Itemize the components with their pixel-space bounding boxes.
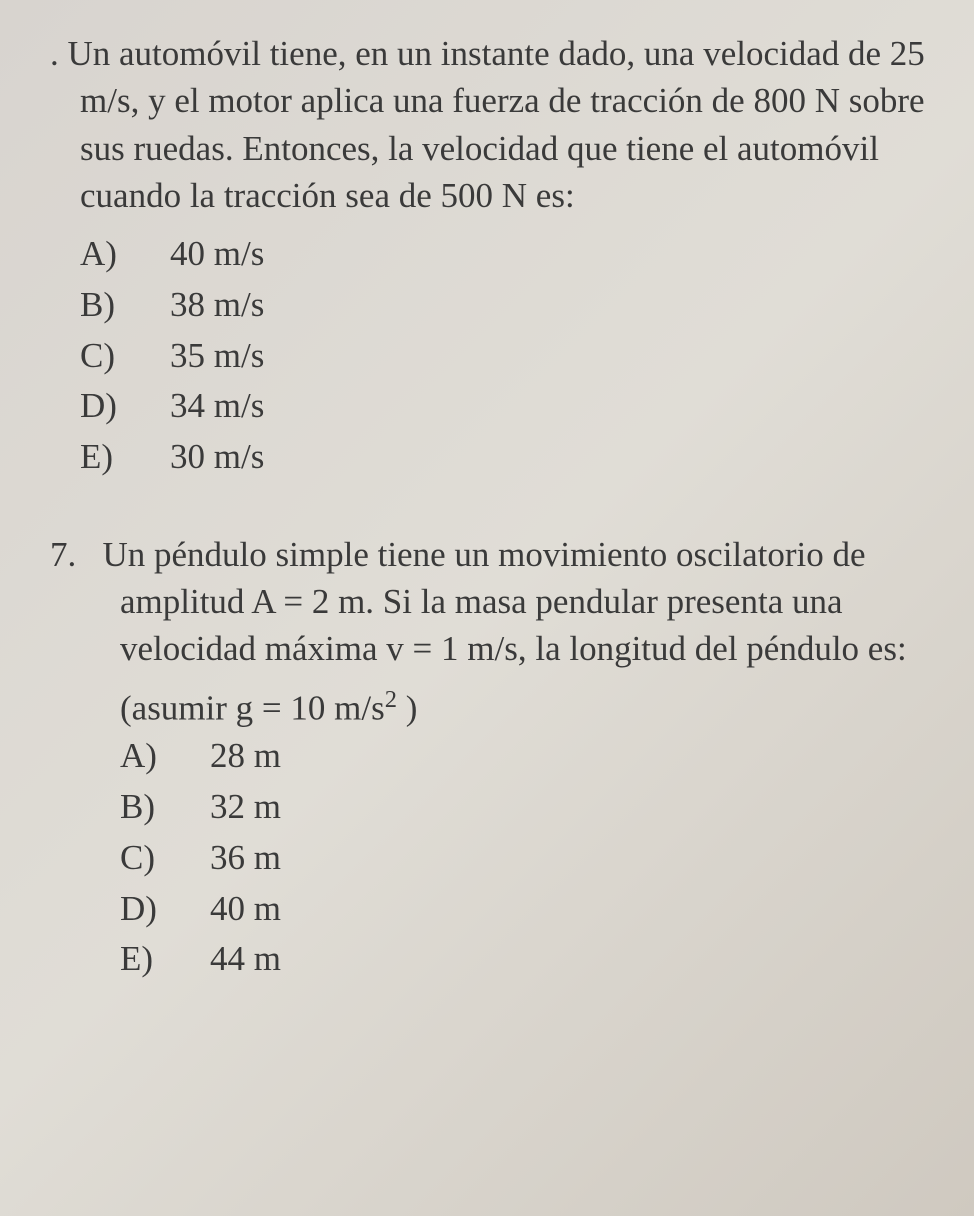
assume-exponent: 2 bbox=[385, 686, 397, 713]
option-letter: A) bbox=[80, 229, 170, 280]
option-row: D) 40 m bbox=[120, 884, 934, 935]
option-row: B) 38 m/s bbox=[80, 280, 934, 331]
question-2-options: A) 28 m B) 32 m C) 36 m D) 40 m E) 44 m bbox=[20, 731, 934, 985]
option-row: E) 30 m/s bbox=[80, 432, 934, 483]
option-letter: C) bbox=[120, 833, 210, 884]
option-value: 40 m bbox=[210, 884, 281, 935]
option-letter: B) bbox=[120, 782, 210, 833]
question-2-text: 7. Un péndulo simple tiene un movimiento… bbox=[20, 531, 934, 673]
question-2-marker: 7. bbox=[50, 535, 76, 574]
option-value: 35 m/s bbox=[170, 331, 264, 382]
option-value: 40 m/s bbox=[170, 229, 264, 280]
option-row: D) 34 m/s bbox=[80, 381, 934, 432]
option-letter: E) bbox=[120, 934, 210, 985]
option-value: 36 m bbox=[210, 833, 281, 884]
option-row: E) 44 m bbox=[120, 934, 934, 985]
question-1-marker: . bbox=[50, 34, 59, 73]
option-value: 44 m bbox=[210, 934, 281, 985]
question-2: 7. Un péndulo simple tiene un movimiento… bbox=[20, 531, 934, 985]
option-row: C) 35 m/s bbox=[80, 331, 934, 382]
option-row: C) 36 m bbox=[120, 833, 934, 884]
option-value: 30 m/s bbox=[170, 432, 264, 483]
option-letter: A) bbox=[120, 731, 210, 782]
option-row: B) 32 m bbox=[120, 782, 934, 833]
question-1-options: A) 40 m/s B) 38 m/s C) 35 m/s D) 34 m/s … bbox=[20, 229, 934, 483]
assume-prefix: (asumir g = 10 m/s bbox=[120, 688, 385, 727]
option-letter: D) bbox=[120, 884, 210, 935]
option-letter: D) bbox=[80, 381, 170, 432]
option-value: 34 m/s bbox=[170, 381, 264, 432]
question-2-body: Un péndulo simple tiene un movimiento os… bbox=[103, 535, 907, 669]
question-2-assume: (asumir g = 10 m/s2 ) bbox=[20, 683, 934, 732]
option-row: A) 28 m bbox=[120, 731, 934, 782]
assume-suffix: ) bbox=[397, 688, 417, 727]
question-1: . Un automóvil tiene, en un instante dad… bbox=[20, 30, 934, 483]
option-value: 32 m bbox=[210, 782, 281, 833]
option-value: 28 m bbox=[210, 731, 281, 782]
question-1-text: . Un automóvil tiene, en un instante dad… bbox=[20, 30, 934, 219]
option-letter: B) bbox=[80, 280, 170, 331]
option-letter: C) bbox=[80, 331, 170, 382]
option-row: A) 40 m/s bbox=[80, 229, 934, 280]
question-1-body: Un automóvil tiene, en un instante dado,… bbox=[68, 34, 925, 215]
option-letter: E) bbox=[80, 432, 170, 483]
option-value: 38 m/s bbox=[170, 280, 264, 331]
